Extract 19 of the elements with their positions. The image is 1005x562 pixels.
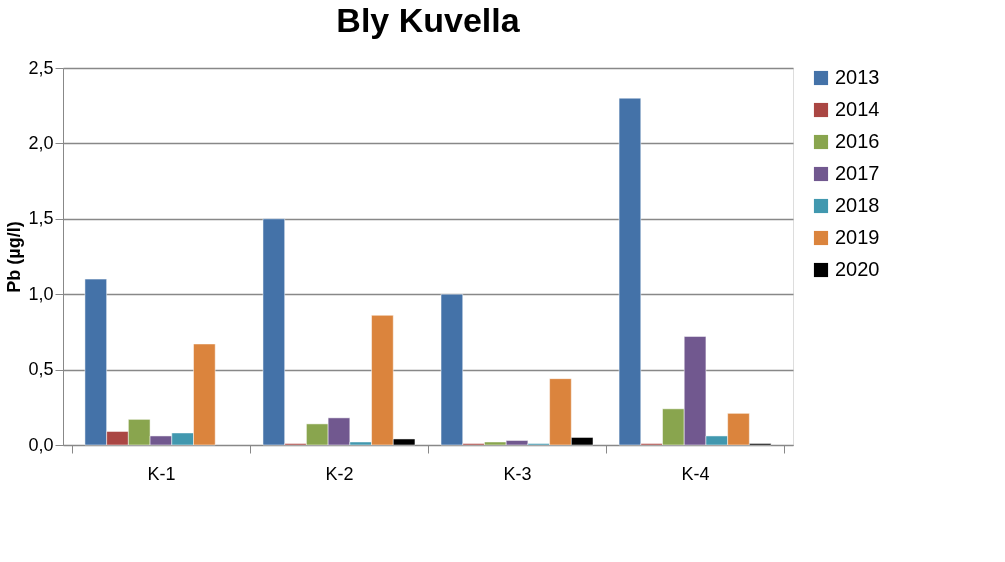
y-tick-label: 1,0 bbox=[28, 283, 54, 304]
y-tick-label: 1,5 bbox=[28, 208, 54, 229]
legend-label: 2016 bbox=[835, 130, 880, 152]
legend-label: 2020 bbox=[835, 258, 880, 280]
x-tick-label: K-1 bbox=[147, 463, 176, 484]
chart-title: Bly Kuvella bbox=[336, 1, 521, 39]
x-tick-label: K-3 bbox=[503, 463, 532, 484]
legend-label: 2018 bbox=[835, 194, 880, 216]
y-axis-title: Pb (µg/l) bbox=[4, 221, 25, 293]
y-tick-label: 0,0 bbox=[28, 434, 54, 455]
x-tick-label: K-2 bbox=[325, 463, 354, 484]
legend-label: 2014 bbox=[835, 98, 880, 120]
legend-label: 2017 bbox=[835, 162, 880, 184]
y-tick-label: 2,5 bbox=[28, 57, 54, 78]
legend-label: 2019 bbox=[835, 226, 880, 248]
y-tick-label: 0,5 bbox=[28, 359, 54, 380]
legend-label: 2013 bbox=[835, 66, 880, 88]
x-tick-label: K-4 bbox=[681, 463, 710, 484]
y-tick-label: 2,0 bbox=[28, 132, 54, 153]
